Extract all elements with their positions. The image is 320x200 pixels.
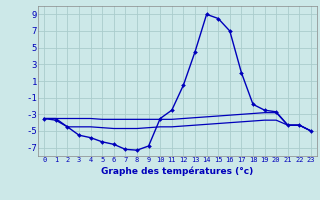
X-axis label: Graphe des températures (°c): Graphe des températures (°c) xyxy=(101,166,254,176)
